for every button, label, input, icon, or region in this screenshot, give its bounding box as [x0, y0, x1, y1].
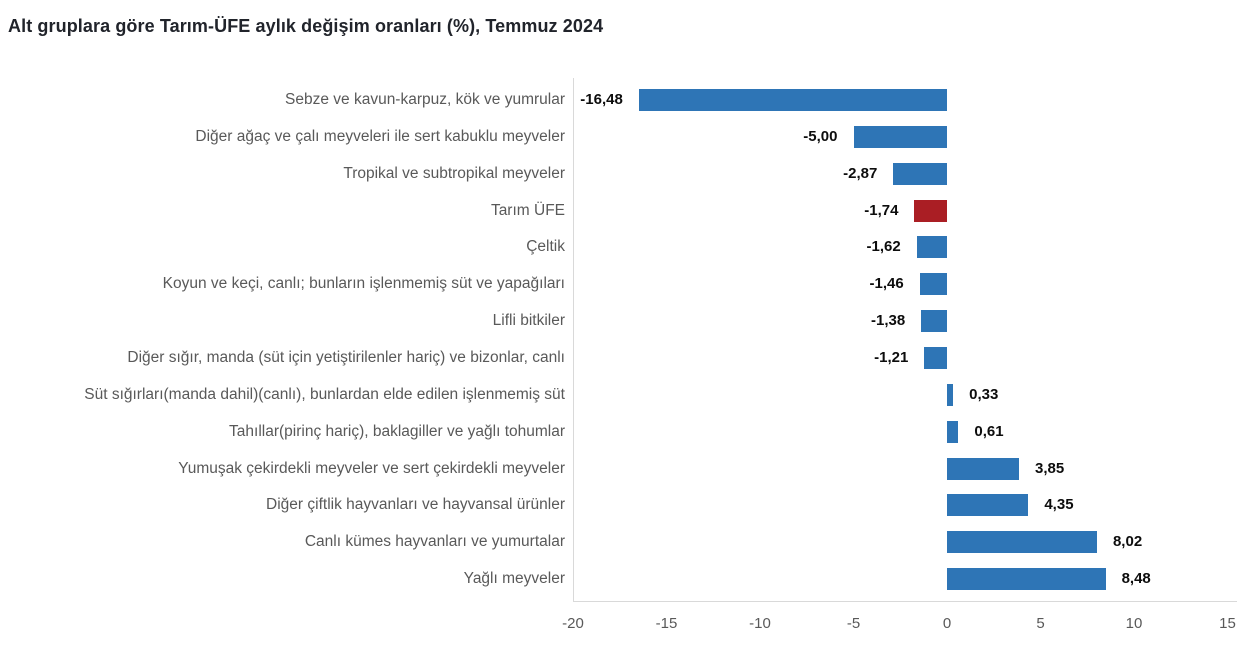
- highlight-bar: [914, 199, 947, 222]
- category-label: Tarım ÜFE: [490, 201, 565, 219]
- value-label: 8,48: [1121, 570, 1151, 588]
- bar: [947, 383, 954, 406]
- bar: [947, 494, 1029, 517]
- category-label: Süt sığırları(manda dahil)(canlı), bunla…: [84, 385, 565, 403]
- bar: [947, 420, 959, 443]
- bar: [853, 125, 947, 148]
- x-tick-label: 0: [942, 615, 952, 632]
- value-label: 4,35: [1044, 496, 1074, 514]
- x-tick-label: 10: [1125, 615, 1143, 632]
- category-label: Yumuşak çekirdekli meyveler ve sert çeki…: [178, 459, 565, 477]
- value-label: -1,38: [871, 312, 906, 330]
- bar: [947, 457, 1019, 480]
- category-label: Canlı kümes hayvanları ve yumurtalar: [304, 533, 565, 551]
- category-label: Koyun ve keçi, canlı; bunların işlenmemi…: [162, 275, 565, 293]
- x-tick-label: 15: [1219, 615, 1236, 632]
- value-label: 8,02: [1112, 533, 1143, 551]
- x-tick-label: -10: [749, 615, 771, 632]
- value-label: 0,33: [969, 385, 999, 403]
- x-tick-label: -5: [846, 615, 861, 632]
- value-label: 0,61: [974, 422, 1004, 440]
- value-label: -1,62: [866, 238, 901, 256]
- x-tick-label: 5: [1036, 615, 1045, 632]
- bar: [893, 162, 947, 185]
- bar: [638, 89, 947, 111]
- bar: [919, 273, 947, 296]
- category-label: Sebze ve kavun-karpuz, kök ve yumrular: [285, 91, 565, 108]
- category-label: Çeltik: [526, 238, 565, 256]
- value-label: -1,46: [869, 275, 904, 293]
- value-label: -2,87: [843, 164, 878, 182]
- x-tick-label: -15: [655, 615, 678, 632]
- category-label: Lifli bitkiler: [492, 312, 565, 330]
- bar: [921, 310, 947, 333]
- chart-title: Alt gruplara göre Tarım-ÜFE aylık değişi…: [8, 16, 604, 36]
- x-tick-label: -20: [562, 615, 584, 632]
- y-axis-line: [573, 78, 574, 601]
- category-label: Diğer ağaç ve çalı meyveleri ile sert ka…: [195, 127, 565, 145]
- bar: [947, 531, 1097, 554]
- bar: [924, 346, 947, 369]
- value-label: 3,85: [1034, 459, 1065, 477]
- bar: [947, 568, 1106, 591]
- value-label: -16,48: [580, 91, 623, 108]
- category-label: Yağlı meyveler: [463, 570, 565, 588]
- category-label: Tropikal ve subtropikal meyveler: [343, 164, 565, 182]
- category-label: Tahıllar(pirinç hariç), baklagiller ve y…: [229, 422, 565, 440]
- value-label: -1,21: [874, 348, 909, 366]
- category-label: Diğer sığır, manda (süt için yetiştirile…: [127, 348, 565, 366]
- bar: [916, 236, 947, 259]
- value-label: -1,74: [864, 201, 899, 219]
- category-label: Diğer çiftlik hayvanları ve hayvansal ür…: [266, 496, 565, 514]
- value-label: -5,00: [803, 127, 838, 145]
- x-axis-line: [573, 601, 1237, 602]
